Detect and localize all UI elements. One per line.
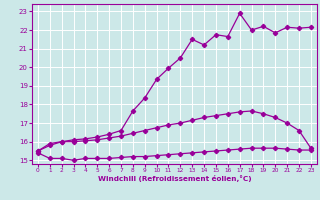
X-axis label: Windchill (Refroidissement éolien,°C): Windchill (Refroidissement éolien,°C) (98, 175, 251, 182)
